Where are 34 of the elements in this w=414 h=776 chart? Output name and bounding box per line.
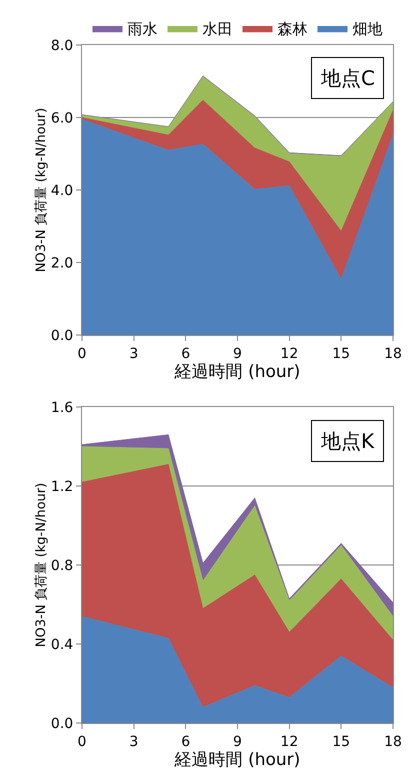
x-tick-label: 3	[129, 734, 138, 750]
x-tick-label: 15	[332, 734, 350, 750]
y-tick-label: 6.0	[50, 110, 74, 126]
y-tick-label: 1.2	[50, 478, 74, 495]
x-tick-label: 15	[332, 346, 350, 362]
y-tick-label: 0.4	[50, 636, 74, 653]
x-tick-label: 6	[181, 346, 190, 362]
x-axis-title: 経過時間 (hour)	[174, 362, 300, 382]
y-tick-label: 0.0	[50, 328, 74, 344]
legend-label: 森林	[278, 20, 308, 38]
x-axis-title: 経過時間 (hour)	[174, 750, 300, 770]
y-tick-label: 1.6	[50, 400, 74, 416]
x-tick-label: 12	[280, 346, 298, 362]
x-tick-label: 18	[384, 734, 402, 750]
y-tick-label: 0.0	[50, 716, 74, 732]
y-tick-label: 8.0	[50, 38, 74, 54]
x-tick-label: 0	[78, 734, 86, 750]
x-tick-label: 6	[181, 734, 190, 750]
x-tick-label: 18	[384, 346, 402, 362]
annotation: 地点C	[320, 66, 375, 90]
x-tick-label: 9	[233, 734, 242, 750]
y-axis-title: NO3-N 負荷量 (kg-N/hour)	[34, 482, 49, 648]
x-tick-label: 0	[78, 346, 86, 362]
x-tick-label: 12	[280, 734, 298, 750]
y-tick-label: 4.0	[50, 182, 74, 199]
legend-label: 畑地	[352, 20, 382, 38]
legend-label: 水田	[202, 20, 232, 38]
annotation: 地点K	[320, 429, 375, 453]
y-tick-label: 0.8	[50, 558, 74, 574]
x-tick-label: 9	[233, 346, 242, 362]
legend-label: 雨水	[128, 20, 158, 38]
x-tick-label: 3	[129, 346, 138, 362]
y-axis-title: NO3-N 負荷量 (kg-N/hour)	[34, 108, 49, 272]
y-tick-label: 2.0	[50, 255, 74, 272]
